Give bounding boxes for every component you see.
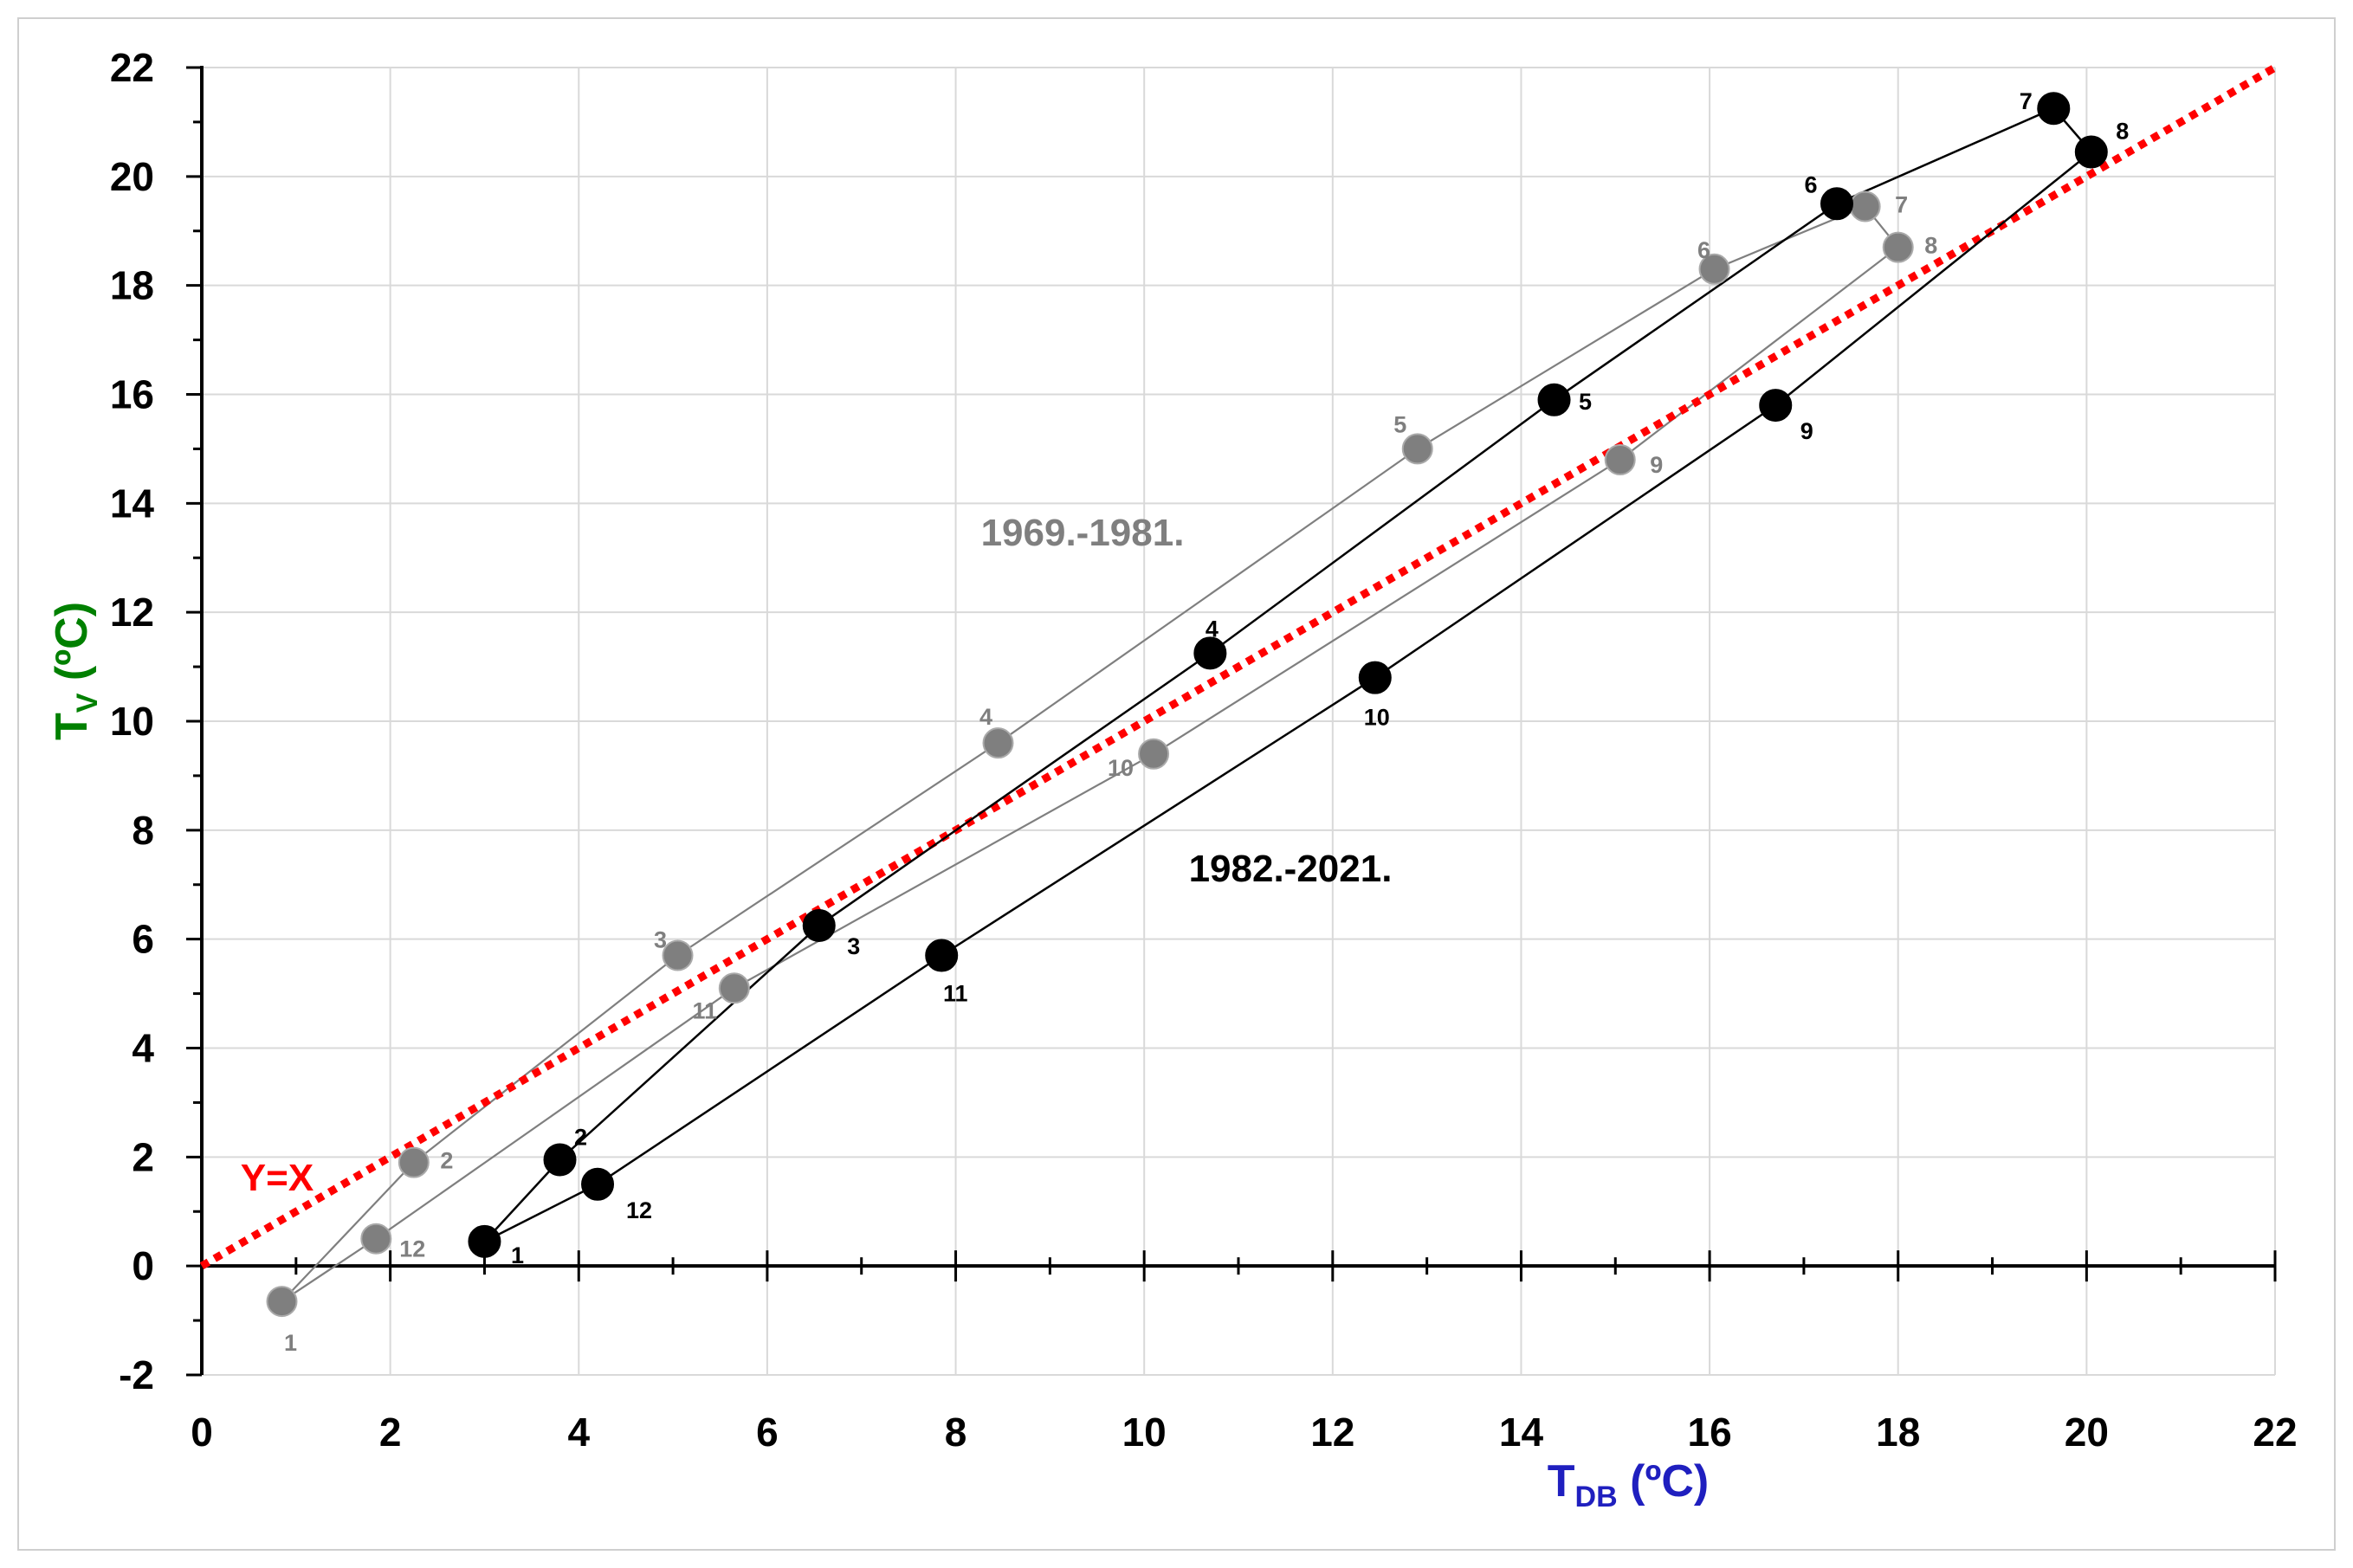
data-point-label: 5 — [1579, 389, 1592, 415]
data-point-label: 11 — [943, 981, 968, 1007]
x-tick-label: 14 — [1499, 1410, 1544, 1455]
data-point-label: 6 — [1697, 237, 1710, 263]
data-point — [662, 939, 694, 971]
data-point — [398, 1146, 430, 1178]
y-tick-label: 0 — [132, 1243, 154, 1288]
y-tick-label: 2 — [132, 1134, 154, 1179]
data-point — [1882, 231, 1914, 263]
data-point-label: 12 — [626, 1197, 652, 1223]
data-point — [581, 1167, 615, 1201]
reference-line-y-equals-x — [199, 64, 2278, 1270]
y-tick-label: 12 — [110, 590, 154, 635]
data-point — [982, 727, 1014, 759]
y-tick-label: 16 — [110, 372, 154, 417]
data-point-label: 10 — [1108, 755, 1134, 781]
data-point — [1698, 253, 1730, 285]
y-tick-label: 4 — [132, 1026, 154, 1071]
data-point-label: 3 — [847, 933, 860, 959]
chart-frame — [17, 17, 2336, 1551]
data-point-label: 11 — [693, 997, 718, 1023]
data-point-label: 5 — [1393, 411, 1406, 437]
data-point-label: 4 — [979, 704, 992, 730]
x-tick-label: 18 — [1876, 1410, 1920, 1455]
data-point — [1604, 444, 1636, 475]
data-point-label: 4 — [1206, 616, 1219, 642]
data-point — [468, 1224, 501, 1258]
x-axis-title: TDB (ºC) — [1548, 1456, 1710, 1513]
data-point-label: 1 — [511, 1242, 524, 1268]
data-point-label: 2 — [574, 1124, 587, 1150]
series-line-2 — [483, 106, 2093, 1243]
series-line-1 — [281, 205, 1900, 1303]
y-tick-label: 22 — [110, 45, 154, 90]
x-tick-label: 10 — [1122, 1410, 1167, 1455]
data-point — [1849, 190, 1881, 223]
x-tick-label: 4 — [567, 1410, 590, 1455]
x-tick-label: 16 — [1688, 1410, 1732, 1455]
data-point-label: 12 — [399, 1236, 425, 1262]
data-point-label: 10 — [1364, 705, 1390, 731]
data-point-label: 1 — [284, 1330, 297, 1356]
y-tick-label: 20 — [110, 154, 154, 199]
x-tick-label: 0 — [191, 1410, 213, 1455]
data-point-label: 7 — [1895, 191, 1908, 217]
y-tick-label: 6 — [132, 917, 154, 962]
data-point-label: 8 — [1924, 233, 1937, 259]
x-tick-label: 8 — [945, 1410, 967, 1455]
data-point-label: 2 — [440, 1148, 453, 1174]
y-tick-label: -2 — [119, 1352, 154, 1397]
data-point — [543, 1143, 577, 1177]
data-point-label: 8 — [2116, 119, 2129, 145]
x-tick-label: 6 — [756, 1410, 779, 1455]
reference-line-label: Y=X — [241, 1157, 314, 1199]
data-point — [1820, 187, 1853, 221]
data-point — [1138, 738, 1170, 770]
x-tick-label: 22 — [2253, 1410, 2297, 1455]
series-title-1969-1981: 1969.-1981. — [981, 512, 1185, 554]
x-tick-label: 2 — [379, 1410, 402, 1455]
data-point-label: 6 — [1804, 171, 1817, 197]
data-point — [1759, 389, 1793, 423]
data-point-label: 9 — [1650, 452, 1663, 478]
data-point-label: 9 — [1800, 418, 1813, 444]
series-title-1982-2021: 1982.-2021. — [1189, 848, 1393, 890]
data-point — [1401, 433, 1433, 465]
data-point — [925, 939, 959, 972]
data-point — [1358, 661, 1392, 694]
data-point — [360, 1223, 392, 1255]
x-tick-label: 20 — [2065, 1410, 2109, 1455]
data-point — [802, 908, 836, 942]
data-point-label: 3 — [654, 927, 667, 953]
data-point — [2074, 135, 2108, 169]
y-tick-label: 18 — [110, 263, 154, 308]
data-point — [1193, 636, 1227, 670]
y-tick-label: 14 — [110, 481, 155, 526]
data-point — [718, 972, 750, 1004]
y-tick-label: 10 — [110, 699, 154, 744]
y-axis-title: TV (ºC) — [47, 602, 104, 740]
data-point — [1537, 383, 1571, 416]
x-tick-label: 12 — [1310, 1410, 1354, 1455]
data-point-label: 7 — [2020, 88, 2033, 114]
y-tick-label: 8 — [132, 808, 154, 853]
data-point — [266, 1286, 298, 1318]
data-point — [2037, 92, 2071, 126]
